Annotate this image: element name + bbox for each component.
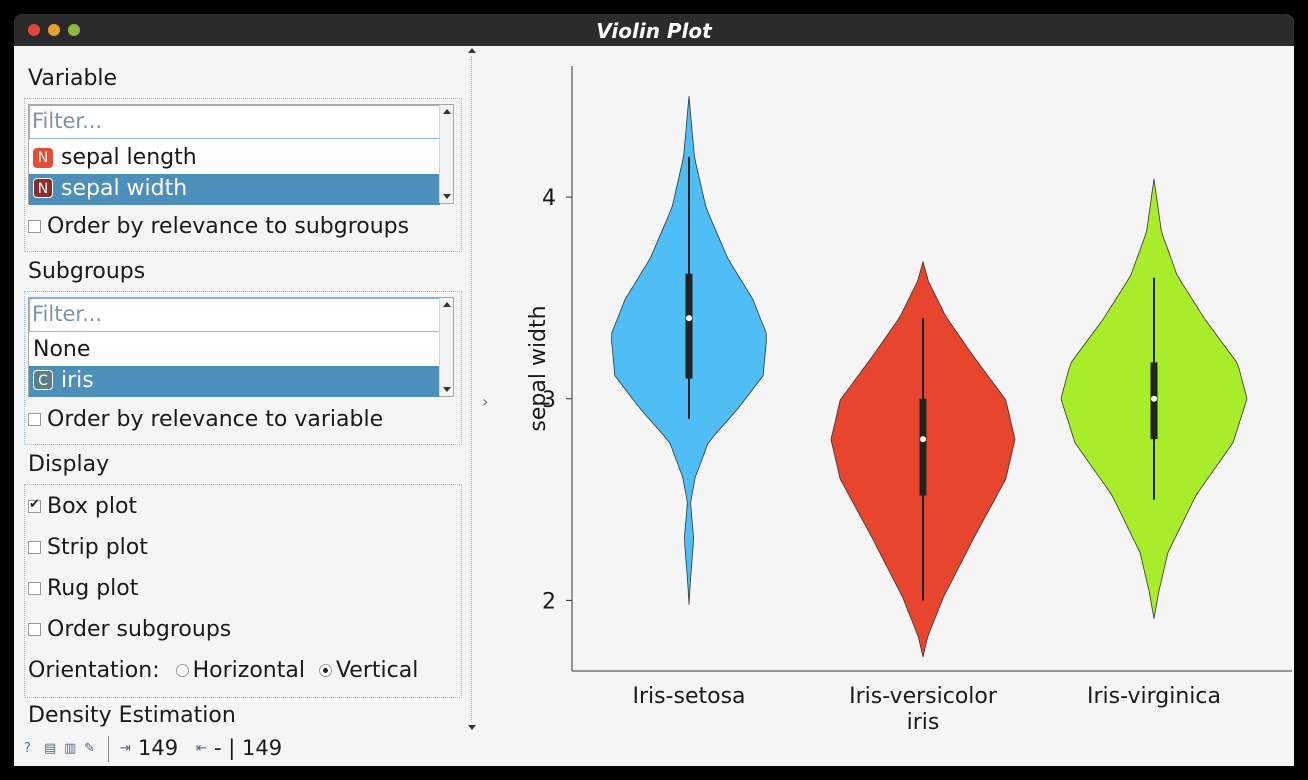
orientation-label: Orientation: [28, 658, 160, 683]
scroll-down-icon[interactable] [443, 194, 451, 199]
variable-filter-input[interactable]: Filter... [29, 105, 440, 139]
list-item-label: sepal length [61, 145, 197, 170]
order-subgroups-checkbox[interactable]: Order subgroups [28, 617, 231, 642]
median-marker [920, 436, 926, 443]
checkbox-box[interactable] [28, 623, 41, 636]
list-item-label: sepal width [61, 176, 188, 201]
y-tick-label: 4 [542, 186, 556, 211]
y-tick-label: 2 [542, 589, 556, 614]
title-bar: Violin Plot [14, 14, 1294, 46]
strip-plot-checkbox[interactable]: Strip plot [28, 535, 148, 560]
checkbox-label: Order by relevance to subgroups [47, 214, 410, 239]
order-by-relevance-variable-checkbox[interactable]: Order by relevance to variable [28, 407, 383, 432]
input-count: 149 [138, 736, 179, 760]
x-axis-label: iris [907, 710, 940, 732]
checkbox-box[interactable] [28, 220, 41, 233]
minimize-window-button[interactable] [48, 24, 60, 36]
vertical-radio[interactable] [318, 664, 332, 677]
control-panel-scrollbar[interactable] [466, 46, 478, 732]
horizontal-label[interactable]: Horizontal [192, 658, 305, 683]
rug-plot-checkbox[interactable]: Rug plot [28, 576, 138, 601]
scroll-up-icon[interactable] [468, 48, 476, 53]
x-tick-label: Iris-virginica [1087, 684, 1221, 709]
status-bar: ? ▤ ▥ ✎ ⇥ 149 ⇤ - | 149 [14, 732, 1294, 766]
x-tick-label: Iris-versicolor [849, 684, 998, 709]
y-tick-label: 3 [542, 388, 556, 413]
scroll-down-icon[interactable] [443, 387, 451, 392]
output-icon: ⇤ [196, 741, 207, 756]
vertical-label[interactable]: Vertical [335, 658, 419, 683]
violin-plot-area: Iris-setosa Iris-versicolor Iris-virginica… [489, 46, 1294, 732]
y-axis-label: sepal width [526, 305, 551, 431]
box-iqr [685, 273, 693, 379]
help-icon[interactable]: ? [24, 741, 31, 756]
categorical-variable-icon: C [33, 370, 53, 390]
box-plot-checkbox[interactable]: Box plot [28, 494, 137, 519]
checkbox-label: Box plot [47, 494, 138, 519]
orientation-row: Orientation: Horizontal Vertical [28, 658, 418, 683]
display-section-title: Display [28, 452, 110, 477]
display-group-box [24, 484, 462, 698]
median-marker [686, 315, 692, 322]
maximize-window-button[interactable] [68, 24, 80, 36]
median-marker [1151, 395, 1157, 402]
checkbox-box[interactable] [28, 497, 41, 513]
horizontal-radio[interactable] [175, 664, 189, 677]
subgroup-item-none[interactable]: None [29, 335, 440, 366]
close-window-button[interactable] [28, 24, 40, 36]
checkbox-box[interactable] [28, 413, 41, 426]
x-tick-label: Iris-setosa [632, 684, 745, 709]
status-separator [108, 736, 109, 762]
checkbox-box[interactable] [28, 541, 41, 554]
numeric-variable-icon: N [33, 148, 53, 168]
collapse-panel-chevron-icon[interactable]: › [482, 392, 489, 411]
subgroups-section-title: Subgroups [28, 259, 146, 284]
output-count: - | 149 [214, 736, 283, 760]
subgroups-group-box [24, 291, 462, 445]
subgroups-list-scrollbar[interactable] [439, 298, 453, 396]
input-icon: ⇥ [120, 741, 131, 756]
variable-list-scrollbar[interactable] [439, 105, 453, 203]
scroll-up-icon[interactable] [443, 302, 451, 307]
variable-group-box [24, 98, 462, 252]
checkbox-label: Strip plot [47, 535, 148, 560]
scrollbar-track[interactable] [471, 56, 472, 722]
subgroups-filter-input[interactable]: Filter... [29, 298, 440, 332]
numeric-variable-icon: N [33, 178, 53, 198]
scroll-up-icon[interactable] [443, 109, 451, 114]
box-iqr [919, 398, 927, 496]
checkbox-box[interactable] [28, 582, 41, 595]
violin-chart: Iris-setosa Iris-versicolor Iris-virginica… [526, 66, 1292, 732]
visual-icon[interactable]: ✎ [84, 741, 95, 756]
window-title: Violin Plot [596, 19, 712, 43]
report-icon[interactable]: ▥ [64, 741, 77, 756]
save-icon[interactable]: ▤ [44, 741, 57, 756]
checkbox-label: Order by relevance to variable [47, 407, 384, 432]
scroll-down-icon[interactable] [468, 725, 476, 730]
list-item-label: iris [61, 368, 94, 393]
order-by-relevance-subgroups-checkbox[interactable]: Order by relevance to subgroups [28, 214, 409, 239]
variable-section-title: Variable [28, 66, 118, 91]
checkbox-label: Rug plot [47, 576, 139, 601]
density-estimation-section-title: Density Estimation [28, 703, 236, 728]
checkbox-label: Order subgroups [47, 617, 232, 642]
list-item-label: None [33, 337, 91, 362]
